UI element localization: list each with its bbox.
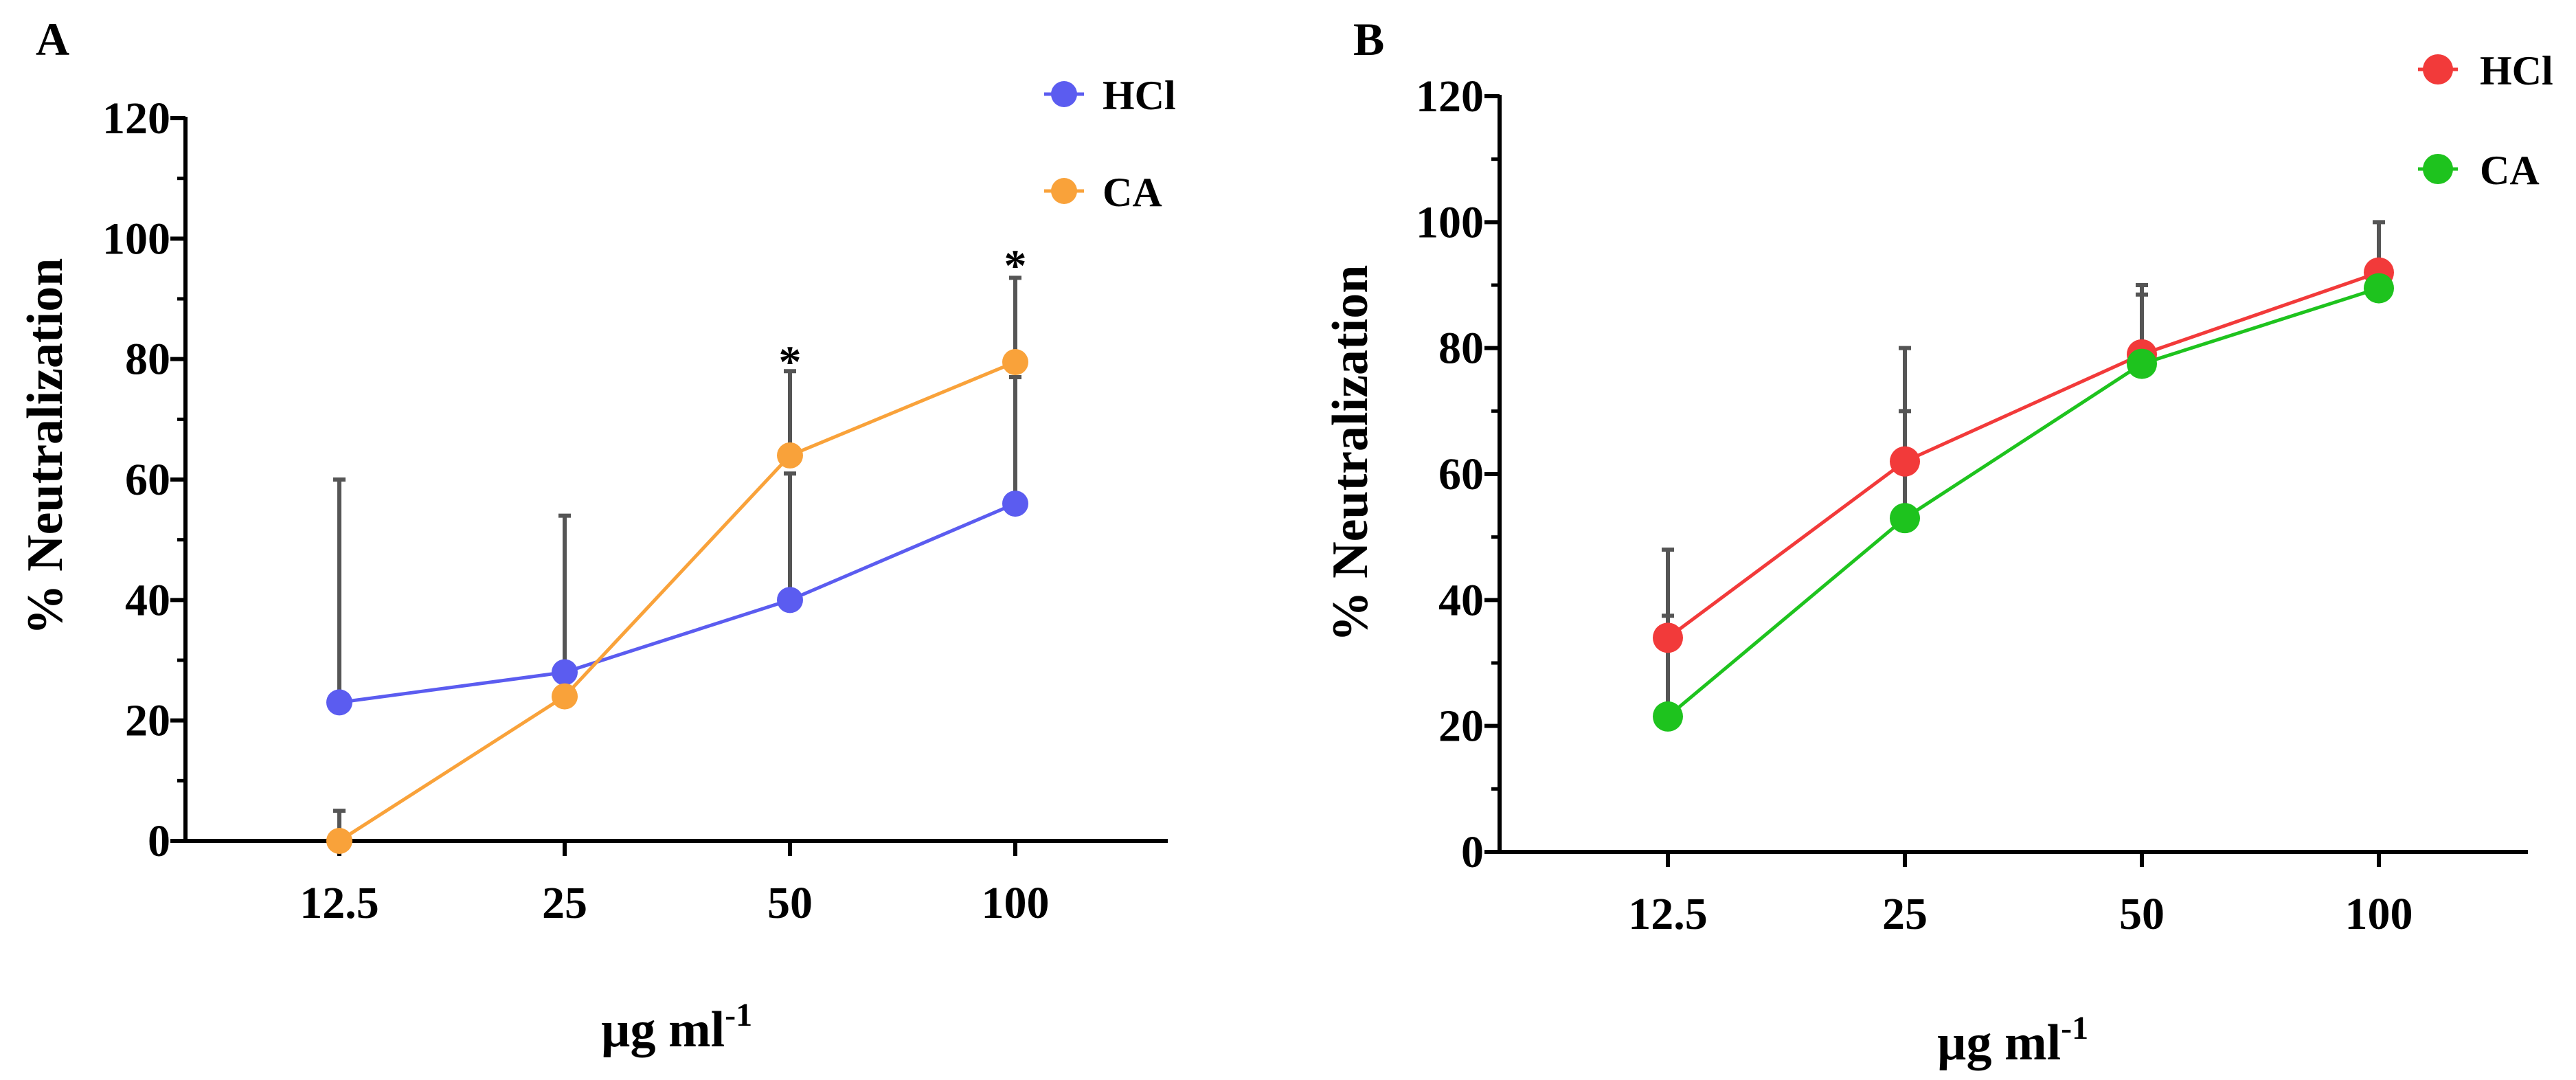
legend-marker-hcl [1051,81,1077,107]
data-point-hcl [1002,491,1028,517]
x-tick-label: 25 [1882,889,1928,939]
y-tick-label: 80 [1438,324,1484,374]
panel-b: B % Neutralization 0 20 40 60 80 100 120 12.5 2… [1322,13,2553,1071]
y-tick-label: 60 [1438,449,1484,499]
legend-marker-ca [1051,178,1077,204]
data-point-hcl [552,659,578,686]
legend-label-ca: CA [1103,170,1162,215]
legend: HCl CA [2418,48,2553,193]
x-axis-ticks: 12.5 25 50 100 [1628,852,2413,939]
series-line-ca [1667,286,2380,718]
y-tick-label: 0 [1461,827,1484,877]
y-tick-label: 80 [125,335,170,385]
x-tick-label: 50 [767,878,813,928]
data-point-hcl [326,689,352,716]
significance-asterisk: * [779,337,802,387]
data-point-ca [777,442,803,469]
significance-markers: ** [779,240,1027,387]
series-line-ca [338,360,1016,843]
x-tick-label: 100 [982,878,1050,928]
panel-label: A [36,13,69,65]
y-tick-label: 40 [125,575,170,625]
y-axis-ticks: 0 20 40 60 80 100 120 [102,93,185,866]
x-tick-label: 100 [2345,889,2413,939]
y-tick-label: 100 [102,214,170,264]
series-points [326,349,1028,854]
y-tick-label: 20 [125,696,170,746]
x-axis-title-sup: -1 [2061,1010,2088,1046]
legend-label-hcl: HCl [1103,73,1176,118]
data-point-hcl [1653,622,1683,653]
x-tick-label: 12.5 [1628,889,1708,939]
y-tick-label: 120 [102,93,170,144]
x-axis-title-main: µg ml [1937,1015,2061,1071]
y-tick-label: 40 [1438,575,1484,625]
x-axis-title: µg ml-1 [1937,1010,2088,1071]
x-tick-label: 25 [542,878,587,928]
series-line-hcl [1667,271,2380,640]
series-points [1653,257,2394,732]
error-bars [333,275,1021,841]
legend-marker-ca [2423,154,2453,184]
x-axis-title: µg ml-1 [601,997,752,1058]
y-axis-ticks: 0 20 40 60 80 100 120 [1416,71,1500,877]
y-tick-label: 60 [125,455,170,505]
legend-marker-hcl [2423,54,2453,85]
legend: HCl CA [1044,73,1176,215]
x-axis-title-main: µg ml [601,1002,725,1058]
y-axis-title: % Neutralization [17,258,74,635]
x-tick-label: 12.5 [300,878,379,928]
data-point-ca [2364,273,2394,304]
data-point-ca [552,683,578,710]
significance-asterisk: * [1004,240,1027,291]
panel-a: A % Neutralization 0 20 40 60 80 100 120 12.5 2… [17,13,1176,1058]
series-lines [338,360,1016,843]
legend-label-hcl: HCl [2480,48,2553,93]
x-tick-label: 50 [2119,889,2165,939]
y-tick-label: 120 [1416,71,1484,122]
data-point-ca [2127,348,2157,379]
legend-label-ca: CA [2480,148,2540,193]
data-point-hcl [1890,446,1920,477]
data-point-ca [1890,503,1920,534]
panel-label: B [1353,13,1384,65]
y-axis-title: % Neutralization [1322,265,1379,642]
error-bars [1662,220,2385,717]
y-tick-label: 0 [148,816,170,866]
data-point-ca [326,828,352,854]
series-lines [1667,271,2380,718]
data-point-ca [1002,349,1028,376]
y-tick-label: 20 [1438,701,1484,752]
y-tick-label: 100 [1416,197,1484,247]
data-point-hcl [777,587,803,614]
x-axis-ticks: 12.5 25 50 100 [300,841,1050,928]
series-line-hcl [339,502,1016,704]
data-point-ca [1653,701,1683,732]
x-axis-title-sup: -1 [725,997,752,1033]
